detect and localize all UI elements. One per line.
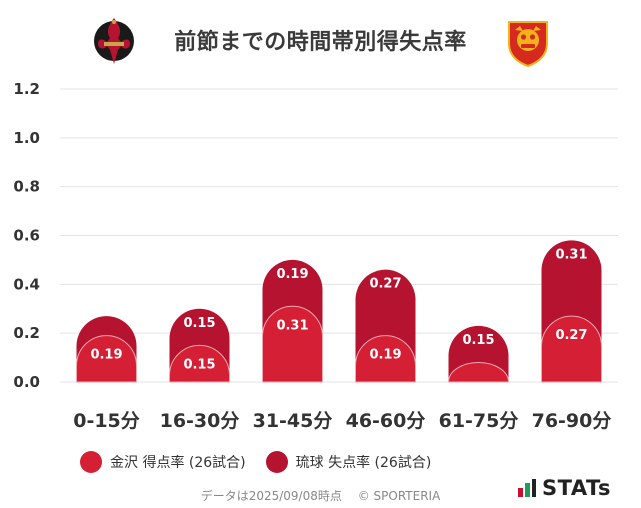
stats-bars-icon	[518, 479, 536, 497]
x-category-label: 61-75分	[439, 410, 519, 432]
legend-swatch-ryukyu	[265, 451, 288, 473]
y-tick-label: 0.4	[13, 275, 40, 293]
y-tick-label: 1.0	[13, 129, 40, 147]
bar-kanazawa	[169, 344, 230, 383]
data-label-kanazawa: 0.19	[369, 348, 401, 363]
data-label-ryukyu: 0.15	[462, 333, 494, 348]
data-label-ryukyu: 0.19	[276, 267, 308, 282]
data-label-kanazawa: 0.27	[555, 328, 587, 343]
legend-swatch-kanazawa	[80, 451, 102, 473]
data-label-kanazawa: 0.15	[183, 357, 215, 372]
stats-brand-label: STATs	[542, 476, 611, 500]
legend-item-ryukyu: 琉球 失点率 (26試合)	[265, 451, 432, 473]
legend-label-ryukyu: 琉球 失点率 (26試合)	[295, 455, 432, 471]
y-tick-label: 0.6	[13, 227, 40, 245]
data-label-kanazawa: 0.19	[90, 348, 122, 363]
data-date-note: データは2025/09/08時点	[200, 489, 342, 503]
kanazawa-crest-icon	[94, 18, 134, 64]
y-tick-label: 0.8	[13, 178, 40, 196]
data-label-ryukyu: 0.31	[555, 247, 587, 262]
x-category-label: 16-30分	[160, 410, 240, 432]
bar-kanazawa	[355, 335, 416, 383]
legend-label-kanazawa: 金沢 得点率 (26試合)	[110, 455, 246, 471]
data-label-kanazawa: 0.31	[276, 318, 308, 333]
bar-kanazawa	[262, 305, 323, 383]
chart-header: 前節までの時間帯別得失点率	[0, 0, 641, 82]
y-tick-label: 0.0	[13, 373, 40, 391]
x-category-label: 0-15分	[73, 410, 140, 432]
ryukyu-crest-icon	[508, 21, 548, 68]
x-category-label: 46-60分	[346, 410, 426, 432]
bar-kanazawa	[447, 362, 510, 383]
data-label-ryukyu: 0.27	[369, 277, 401, 292]
x-category-label: 31-45分	[253, 410, 333, 432]
x-category-label: 76-90分	[532, 410, 612, 432]
copyright-note: © SPORTERIA	[357, 489, 441, 503]
data-footer: データは2025/09/08時点 © SPORTERIA	[0, 487, 641, 504]
stats-brand-logo: STATs	[517, 476, 611, 500]
legend-item-kanazawa: 金沢 得点率 (26試合)	[80, 451, 246, 473]
chart-legend: 金沢 得点率 (26試合) 琉球 失点率 (26試合)	[80, 448, 451, 476]
chart-title: 前節までの時間帯別得失点率	[174, 30, 467, 55]
time-slot-bar-chart: 0.0 0.2 0.4 0.6 0.8 1.0 1.2 0.19 0-15分 0.15 0.15 16…	[13, 80, 618, 432]
y-tick-label: 0.2	[13, 324, 40, 342]
bar-kanazawa	[76, 335, 137, 383]
bar-kanazawa	[541, 315, 602, 383]
y-tick-label: 1.2	[13, 80, 40, 98]
data-label-ryukyu: 0.15	[183, 316, 215, 331]
